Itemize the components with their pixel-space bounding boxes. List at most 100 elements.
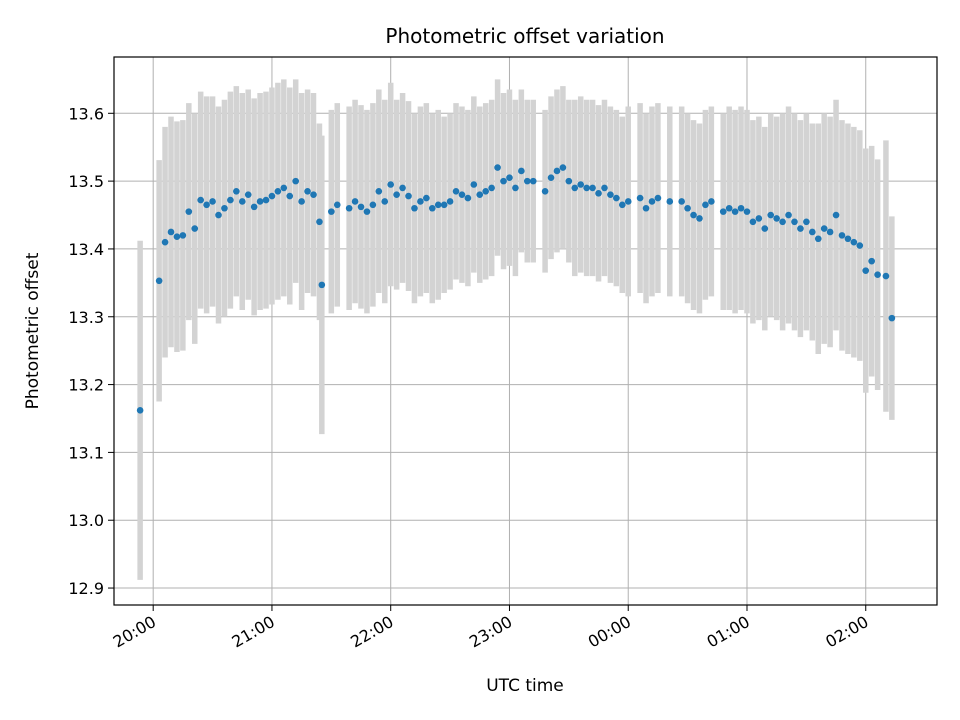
data-point: [292, 177, 300, 185]
data-point: [387, 181, 395, 188]
data-point: [773, 215, 780, 222]
data-point: [690, 211, 697, 219]
data-point: [155, 277, 163, 285]
data-point: [589, 184, 596, 192]
data-point: [440, 201, 448, 209]
data-point: [328, 208, 335, 215]
y-tick-label: 13.2: [68, 376, 104, 395]
x-tick-label: 23:00: [466, 612, 515, 652]
data-point: [541, 187, 549, 195]
data-point: [844, 235, 852, 243]
data-point: [553, 167, 561, 175]
data-point: [888, 314, 896, 322]
data-point: [393, 191, 400, 198]
data-point: [838, 232, 846, 239]
data-point: [571, 184, 579, 192]
data-point: [256, 198, 264, 205]
data-point: [583, 184, 590, 192]
data-point: [678, 198, 685, 205]
data-point: [826, 228, 834, 236]
data-point: [179, 232, 187, 239]
data-point: [233, 187, 240, 195]
data-point: [203, 201, 210, 209]
data-point: [173, 233, 181, 241]
data-point: [375, 187, 383, 195]
data-point: [399, 184, 406, 192]
data-point: [500, 177, 507, 185]
data-point: [446, 198, 454, 205]
data-point: [523, 177, 531, 185]
y-axis-label: Photometric offset: [23, 252, 43, 409]
data-point: [737, 204, 745, 212]
data-point: [882, 272, 890, 280]
data-point: [779, 218, 786, 226]
y-tick-label: 13.3: [68, 308, 104, 327]
data-point: [719, 208, 727, 215]
data-point: [577, 181, 585, 188]
data-point: [345, 204, 353, 212]
data-point: [405, 192, 412, 200]
data-point: [488, 184, 495, 192]
data-point: [820, 225, 828, 232]
data-point: [696, 215, 703, 222]
data-point: [274, 187, 282, 195]
data-point: [298, 198, 305, 205]
y-axis-ticks: 12.9 13.0 13.1 13.2 13.3 13.4 13.5 13.6: [68, 104, 114, 598]
x-tick-label: 02:00: [822, 612, 871, 652]
data-point: [238, 198, 246, 205]
data-point: [731, 208, 739, 215]
data-point: [470, 181, 478, 188]
data-point: [280, 184, 288, 192]
x-axis-ticks: 20:00 21:00 22:00 23:00 00:00 01:00 02:00: [110, 605, 872, 652]
data-point: [262, 196, 270, 204]
y-tick-label: 13.1: [68, 443, 104, 462]
data-point: [832, 211, 840, 219]
data-point: [423, 194, 430, 202]
data-point: [743, 208, 751, 215]
data-point: [767, 211, 775, 219]
data-point: [512, 184, 519, 192]
data-point: [725, 204, 733, 212]
data-point: [351, 198, 359, 205]
data-point: [791, 218, 798, 226]
y-tick-label: 13.6: [68, 104, 104, 123]
data-point: [333, 201, 341, 209]
data-point: [785, 211, 792, 219]
data-point: [428, 204, 436, 212]
data-point: [624, 198, 632, 205]
data-point: [559, 164, 567, 171]
data-point: [250, 203, 258, 211]
data-point: [316, 218, 323, 226]
data-point: [595, 190, 602, 197]
data-point: [506, 174, 513, 182]
y-tick-label: 13.5: [68, 172, 104, 191]
data-point: [197, 196, 204, 204]
data-point: [518, 167, 525, 175]
data-point: [868, 257, 875, 265]
data-point: [363, 208, 371, 215]
data-point: [654, 194, 662, 202]
error-bars: [137, 79, 895, 580]
data-point: [191, 225, 199, 232]
data-point: [797, 225, 804, 232]
data-point: [874, 271, 881, 279]
data-point: [666, 198, 674, 205]
data-point: [209, 198, 216, 205]
data-point: [755, 215, 763, 222]
data-point: [221, 204, 228, 212]
data-point: [167, 228, 175, 236]
data-point: [417, 198, 424, 205]
data-point: [856, 242, 864, 249]
plot-frame: [113, 56, 938, 606]
data-point: [310, 191, 317, 198]
data-point: [227, 196, 234, 204]
data-point: [862, 267, 870, 274]
data-point: [613, 194, 620, 202]
x-tick-label: 22:00: [347, 612, 396, 652]
data-point: [286, 192, 294, 200]
y-tick-label: 13.4: [68, 240, 104, 259]
data-point: [601, 184, 608, 192]
data-point: [684, 204, 691, 212]
x-tick-label: 20:00: [110, 612, 159, 652]
